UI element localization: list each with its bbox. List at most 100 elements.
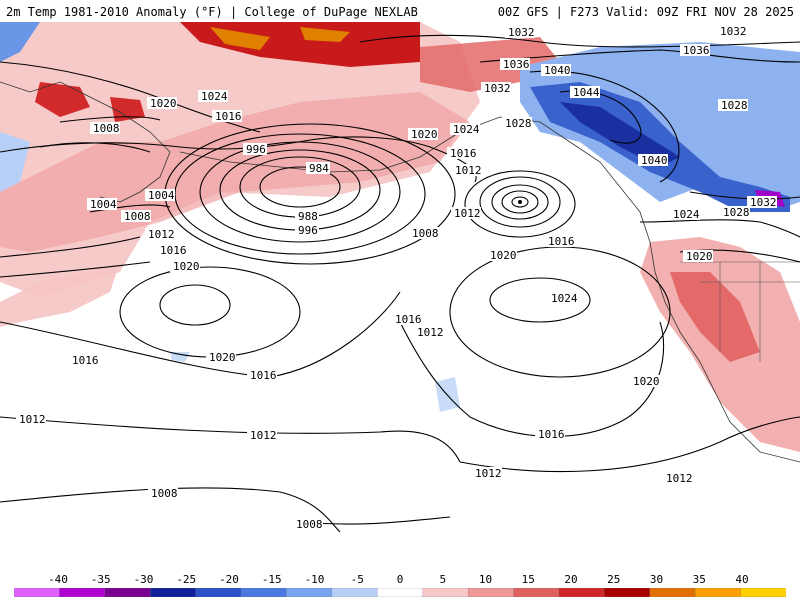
weather-map: 1032 1036 1032 1036 1040 1044 1032 1028 … — [0, 22, 800, 573]
colorbar-tick-label: 20 — [564, 573, 578, 586]
colorbar-segment — [14, 588, 61, 597]
contour-label: 1012 — [454, 207, 481, 220]
contour-label: 1016 — [450, 147, 477, 160]
contour-label: 1012 — [148, 228, 175, 241]
contour-label: 1044 — [573, 86, 600, 99]
contour-label: 1020 — [490, 249, 517, 262]
colorbar-tick-label: 25 — [607, 573, 621, 586]
contour-label: 1020 — [173, 260, 200, 273]
contour-label: 1032 — [484, 82, 511, 95]
warm-anomaly-region-pacific — [0, 262, 120, 327]
contour-label: 1008 — [412, 227, 439, 240]
cold-anomaly-north-america-deep — [560, 102, 680, 167]
colorbar-segment — [513, 588, 560, 597]
low-pressure-east-ring-1 — [501, 190, 539, 214]
product-title: 2m Temp 1981-2010 Anomaly (°F) | College… — [6, 5, 418, 19]
colorbar-segment — [558, 588, 606, 597]
cold-anomaly-west-edge — [0, 22, 40, 62]
isobar-1016-pacific — [399, 321, 665, 437]
contour-label: 1012 — [455, 164, 482, 177]
extreme-warm-anomaly — [210, 27, 270, 50]
colorbar-tick-label: -5 — [350, 573, 364, 586]
isobar-1016-mid — [0, 261, 151, 278]
asia-coastline — [0, 81, 171, 203]
contour-label: 1008 — [93, 122, 120, 135]
contour-label: 1016 — [538, 428, 565, 441]
contour-labels: 1032 1036 1032 1036 1040 1044 1032 1028 … — [16, 25, 777, 531]
colorbar-tick-label: -35 — [90, 573, 111, 586]
isobar-1004-west — [89, 204, 171, 213]
high-pressure-east — [489, 277, 591, 323]
isobar-1024-na — [639, 219, 800, 238]
contour-label: 1008 — [151, 487, 178, 500]
isobar-1012-east — [459, 416, 800, 473]
contour-label: 988 — [298, 210, 318, 223]
contour-label: 1016 — [548, 235, 575, 248]
contour-label: 1032 — [750, 196, 777, 209]
isobar-1012-band — [0, 416, 461, 463]
colorbar-segment — [377, 588, 424, 597]
colorbar-tick-label: 15 — [521, 573, 535, 586]
coastlines — [0, 81, 800, 463]
colorbar-tick-label: -10 — [304, 573, 325, 586]
isobar-1008-south — [0, 487, 341, 533]
warm-anomaly-spot — [35, 82, 90, 117]
high-pressure-east-ring — [449, 246, 671, 378]
isobar-1020-west — [59, 116, 161, 123]
low-pressure-east-ring-4 — [464, 170, 576, 238]
contour-label: 1024 — [673, 208, 700, 221]
contour-label: 1020 — [411, 128, 438, 141]
contour-label: 1028 — [723, 206, 750, 219]
isobar-1028-na — [689, 191, 800, 200]
colorbar-segment — [240, 588, 288, 597]
colorbar-tick-label: -20 — [219, 573, 239, 586]
contour-label: 1008 — [296, 518, 323, 531]
contour-label: 1024 — [453, 123, 480, 136]
contour-label: 1032 — [720, 25, 747, 38]
colorbar-segment — [104, 588, 151, 597]
contour-label: 1020 — [633, 375, 660, 388]
contour-label: 1012 — [250, 429, 277, 442]
isobar-1036-north — [479, 49, 800, 63]
warm-anomaly-region-band — [0, 92, 470, 252]
temperature-anomaly-shading — [0, 22, 800, 452]
isobar-1008-nw — [39, 142, 151, 153]
contour-label: 1012 — [475, 467, 502, 480]
low-pressure-center-west — [259, 166, 341, 208]
contour-label: 996 — [298, 224, 318, 237]
cold-anomaly-small — [170, 352, 190, 362]
colorbar-tick-label: -15 — [261, 573, 282, 586]
contour-label: 984 — [309, 162, 329, 175]
colorbar-tick-label: 35 — [692, 573, 706, 586]
north-america-coastline — [539, 121, 800, 463]
high-pressure-west — [159, 284, 231, 326]
contour-label: 1024 — [201, 90, 228, 103]
contour-label: 996 — [246, 143, 266, 156]
contour-label: 1040 — [544, 64, 571, 77]
colorbar-tick-label: 40 — [735, 573, 749, 586]
warm-anomaly-spot-2 — [110, 97, 145, 122]
colorbar-tick-label: 30 — [649, 573, 664, 586]
colorbar-segment — [195, 588, 242, 597]
colorbar-tick-label: -25 — [176, 573, 197, 586]
contour-label: 1028 — [505, 117, 532, 130]
colorbar-tick-label: 5 — [439, 573, 447, 586]
low-pressure-center-east — [511, 196, 529, 208]
model-run-title: 00Z GFS | F273 Valid: 09Z FRI NOV 28 202… — [497, 5, 794, 19]
colorbar-tick-label: -40 — [48, 573, 68, 586]
colorbar-tick-label: 10 — [478, 573, 493, 586]
colorbar-segment — [59, 588, 106, 597]
us-state-borders — [680, 261, 800, 362]
contour-label: 1016 — [250, 369, 277, 382]
contour-label: 1036 — [683, 44, 710, 57]
map-header: 2m Temp 1981-2010 Anomaly (°F) | College… — [0, 0, 800, 22]
low-pressure-east-ring-3 — [479, 176, 561, 228]
cold-anomaly-west-edge-2 — [0, 132, 30, 192]
colorbar-segment — [740, 588, 786, 597]
low-pressure-center-marker — [518, 200, 522, 204]
contour-label: 1020 — [150, 97, 177, 110]
contour-label: 1024 — [551, 292, 578, 305]
colorbar-segment — [150, 588, 197, 597]
colorbar-scale — [14, 588, 786, 597]
contour-label: 1036 — [503, 58, 530, 71]
